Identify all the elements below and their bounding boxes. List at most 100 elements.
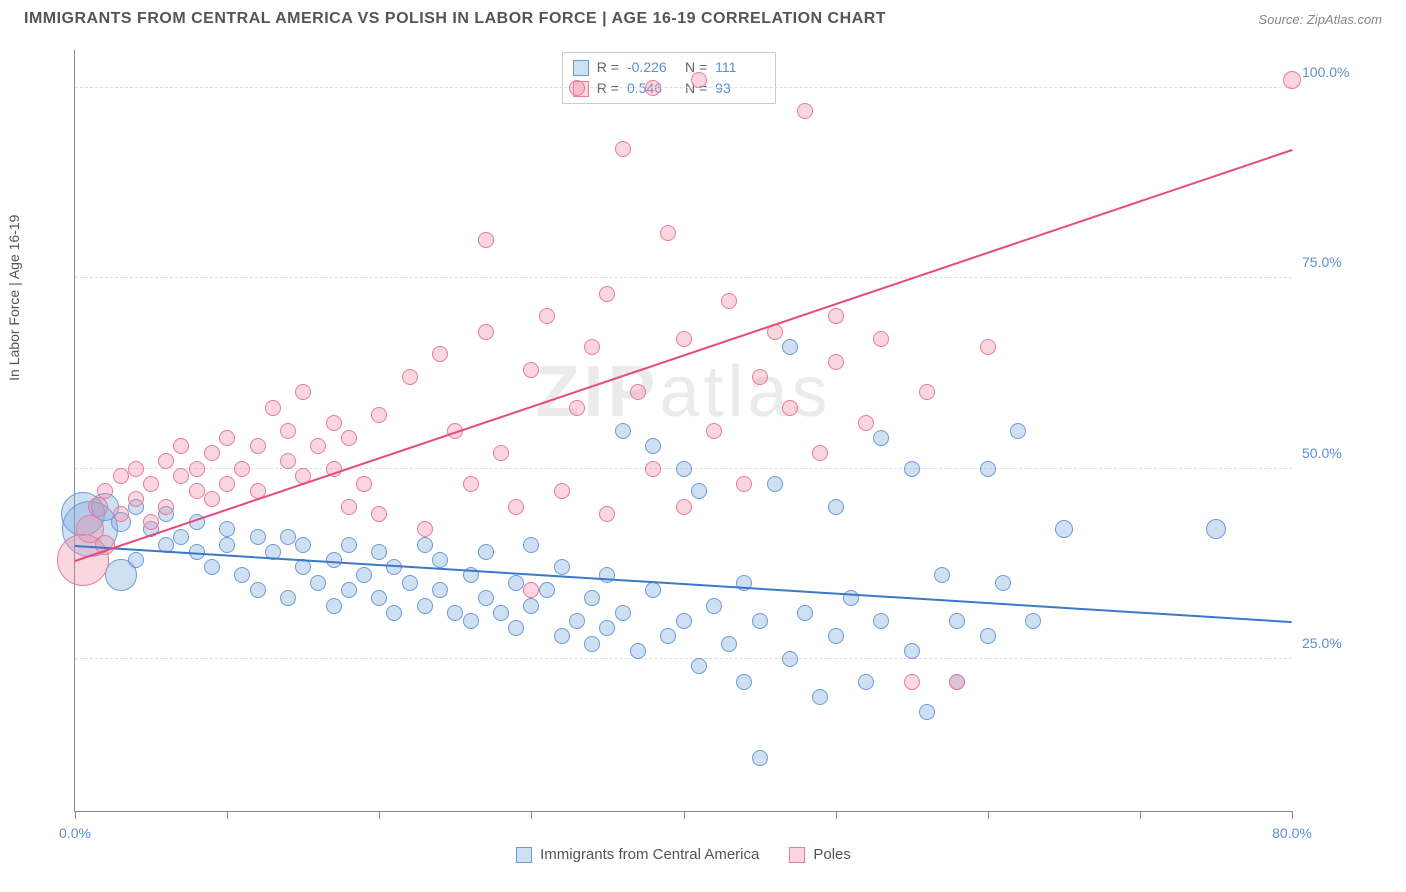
data-point (417, 521, 433, 537)
data-point (645, 80, 661, 96)
data-point (128, 491, 144, 507)
data-point (523, 537, 539, 553)
x-tick (379, 811, 380, 819)
data-point (919, 384, 935, 400)
data-point (189, 461, 205, 477)
data-point (630, 384, 646, 400)
data-point (980, 628, 996, 644)
data-point (204, 491, 220, 507)
data-point (128, 552, 144, 568)
data-point (478, 544, 494, 560)
data-point (630, 643, 646, 659)
data-point (478, 324, 494, 340)
legend-item: Immigrants from Central America (516, 846, 759, 863)
data-point (934, 567, 950, 583)
data-point (113, 468, 129, 484)
data-point (97, 483, 113, 499)
data-point (113, 506, 129, 522)
source-label: Source: ZipAtlas.com (1258, 12, 1382, 27)
x-tick (75, 811, 76, 819)
data-point (782, 651, 798, 667)
data-point (980, 339, 996, 355)
data-point (539, 582, 555, 598)
data-point (310, 575, 326, 591)
data-point (326, 415, 342, 431)
data-point (797, 605, 813, 621)
data-point (736, 674, 752, 690)
data-point (569, 80, 585, 96)
data-point (417, 537, 433, 553)
data-point (341, 537, 357, 553)
data-point (417, 598, 433, 614)
data-point (158, 453, 174, 469)
data-point (660, 225, 676, 241)
data-point (463, 476, 479, 492)
data-point (478, 232, 494, 248)
data-point (432, 552, 448, 568)
chart-container: In Labor Force | Age 16-19 ZIPatlas R =-… (24, 40, 1382, 872)
data-point (584, 339, 600, 355)
data-point (645, 582, 661, 598)
data-point (189, 483, 205, 499)
data-point (173, 468, 189, 484)
stats-legend: R =-0.226N =111R =0.546N =93 (562, 52, 776, 104)
data-point (280, 590, 296, 606)
data-point (949, 674, 965, 690)
y-tick-label: 25.0% (1302, 635, 1362, 651)
data-point (371, 407, 387, 423)
data-point (204, 559, 220, 575)
data-point (250, 582, 266, 598)
data-point (341, 499, 357, 515)
data-point (386, 605, 402, 621)
data-point (402, 369, 418, 385)
data-point (752, 613, 768, 629)
x-tick (531, 811, 532, 819)
data-point (691, 658, 707, 674)
data-point (782, 400, 798, 416)
data-point (873, 613, 889, 629)
data-point (752, 369, 768, 385)
bottom-legend: Immigrants from Central AmericaPoles (75, 846, 1292, 863)
data-point (219, 476, 235, 492)
data-point (356, 567, 372, 583)
data-point (88, 497, 108, 517)
data-point (250, 529, 266, 545)
data-point (980, 461, 996, 477)
x-tick-label: 0.0% (59, 825, 91, 841)
data-point (904, 643, 920, 659)
x-tick (836, 811, 837, 819)
data-point (721, 293, 737, 309)
data-point (691, 72, 707, 88)
data-point (554, 628, 570, 644)
data-point (858, 415, 874, 431)
x-tick (684, 811, 685, 819)
data-point (949, 613, 965, 629)
data-point (873, 331, 889, 347)
data-point (919, 704, 935, 720)
data-point (873, 430, 889, 446)
data-point (143, 514, 159, 530)
data-point (584, 636, 600, 652)
data-point (250, 438, 266, 454)
data-point (660, 628, 676, 644)
data-point (295, 537, 311, 553)
data-point (1025, 613, 1041, 629)
data-point (234, 567, 250, 583)
data-point (599, 620, 615, 636)
y-tick-label: 50.0% (1302, 445, 1362, 461)
data-point (402, 575, 418, 591)
data-point (523, 362, 539, 378)
data-point (645, 461, 661, 477)
data-point (858, 674, 874, 690)
data-point (523, 582, 539, 598)
stats-row: R =-0.226N =111 (573, 57, 765, 78)
data-point (508, 620, 524, 636)
data-point (752, 750, 768, 766)
data-point (326, 598, 342, 614)
data-point (676, 613, 692, 629)
data-point (812, 689, 828, 705)
data-point (904, 674, 920, 690)
legend-swatch (789, 847, 805, 863)
data-point (295, 384, 311, 400)
legend-swatch (573, 60, 589, 76)
